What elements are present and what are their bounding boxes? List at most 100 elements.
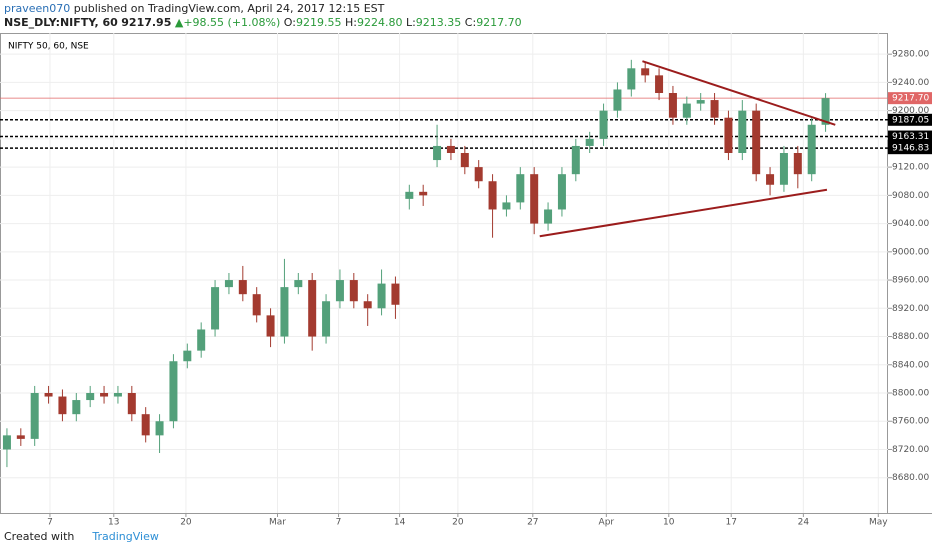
- y-tick-label: 8840.00: [892, 360, 929, 370]
- candle-body: [433, 145, 442, 161]
- y-tick-label: 8960.00: [892, 276, 929, 286]
- y-tick-label: 9000.00: [892, 247, 929, 257]
- plot-frame: [0, 33, 888, 514]
- candle-body: [377, 283, 386, 309]
- candle-body: [446, 145, 455, 153]
- candle-body: [530, 174, 539, 224]
- legend: NIFTY 50, 60, NSE: [8, 42, 89, 52]
- h-label: H:: [344, 16, 357, 29]
- candle-body: [86, 393, 95, 401]
- candle-body: [474, 167, 483, 182]
- candle-body: [779, 153, 788, 185]
- chart: NIFTY 50, 60, NSE 8680.00 8720.00 8760.00 8…: [0, 33, 932, 528]
- created: Created with: [4, 530, 75, 543]
- o: 9219.55: [295, 16, 342, 29]
- candle-body: [571, 145, 580, 175]
- header-line: praveen070 published on TradingView.com,…: [4, 2, 384, 15]
- candle-body: [752, 110, 761, 175]
- candle-body: [252, 294, 261, 316]
- candle-body: [308, 280, 317, 337]
- candle-body: [738, 110, 747, 153]
- y-tick-label: 9280.00: [892, 50, 929, 60]
- x-tick-label: Apr: [599, 518, 615, 528]
- candle-body: [627, 68, 636, 90]
- y-tick-label: 8920.00: [892, 304, 929, 314]
- candle-body: [44, 393, 53, 397]
- y-tick-label: 8720.00: [892, 445, 929, 455]
- l-label: L:: [405, 16, 416, 29]
- candle-body: [696, 100, 705, 104]
- candle-body: [544, 209, 553, 224]
- price: 9217.95: [121, 16, 172, 29]
- x-tick-label: 27: [527, 518, 538, 528]
- candle-body: [224, 280, 233, 288]
- candle-body: [502, 202, 511, 210]
- footer: Created with TradingView: [4, 530, 159, 543]
- author[interactable]: praveen070: [4, 2, 71, 15]
- x-tick-label: May: [869, 518, 888, 528]
- x-tick-label: 14: [394, 518, 406, 528]
- candle-body: [127, 393, 136, 415]
- symbol: NSE_DLY:NIFTY, 60: [4, 16, 118, 29]
- candle-body: [516, 174, 525, 203]
- price-tag-label: 9217.70: [892, 94, 929, 104]
- candle-body: [391, 283, 400, 305]
- price-tag: [888, 92, 932, 105]
- c-label: C:: [464, 16, 477, 29]
- candle-body: [266, 315, 275, 337]
- candle-body: [668, 93, 677, 118]
- candle-body: [641, 68, 650, 76]
- candle-body: [113, 393, 122, 397]
- candle-body: [557, 174, 566, 210]
- x-tick-label: 17: [725, 518, 736, 528]
- price-tag-label: 9146.83: [892, 144, 929, 154]
- candle-body: [419, 191, 428, 196]
- candle-body: [211, 287, 220, 330]
- price-tag: [888, 113, 932, 126]
- candle-body: [238, 280, 247, 295]
- h: 9224.80: [356, 16, 403, 29]
- y-tick-label: 9120.00: [892, 163, 929, 173]
- candle-body: [710, 100, 719, 118]
- candle-body: [585, 138, 594, 146]
- x-tick-label: 24: [798, 518, 810, 528]
- y-tick-label: 9240.00: [892, 78, 929, 88]
- x-tick-label: 20: [180, 518, 192, 528]
- candle-body: [807, 124, 816, 175]
- candle-body: [294, 280, 303, 288]
- candle-body: [183, 350, 192, 362]
- trendline: [539, 188, 828, 238]
- candle-body: [655, 75, 664, 93]
- c: 9217.70: [476, 16, 522, 29]
- candle-body: [16, 435, 25, 439]
- price-tag: [888, 130, 932, 143]
- x-tick-label: Mar: [269, 518, 286, 528]
- header-line: NSE_DLY:NIFTY, 60 9217.95 ▲+98.55 (+1.08…: [4, 16, 522, 29]
- published: published on TradingView.com, April 24, …: [73, 2, 385, 15]
- y-tick-label: 9080.00: [892, 191, 929, 201]
- candle-body: [793, 153, 802, 175]
- l: 9213.35: [415, 16, 462, 29]
- x-tick-label: 7: [336, 518, 342, 528]
- candle-body: [72, 400, 81, 415]
- trendline: [642, 60, 836, 126]
- candle-body: [30, 393, 39, 439]
- candle-body: [599, 110, 608, 139]
- x-tick-label: 13: [108, 518, 119, 528]
- candle-body: [766, 174, 775, 185]
- candle-body: [197, 329, 206, 351]
- candle-body: [724, 117, 733, 153]
- o-label: O:: [283, 16, 296, 29]
- candle-body: [821, 98, 830, 125]
- candle-body: [613, 89, 622, 111]
- y-tick-label: 9200.00: [892, 106, 929, 116]
- arrow: ▲: [174, 16, 184, 29]
- price-tag: [888, 142, 932, 155]
- candle-body: [280, 287, 289, 337]
- candle-body: [100, 393, 109, 397]
- x-tick-label: 10: [663, 518, 675, 528]
- brand[interactable]: TradingView: [92, 530, 159, 543]
- y-tick-label: 9040.00: [892, 219, 929, 229]
- candle-body: [349, 280, 358, 302]
